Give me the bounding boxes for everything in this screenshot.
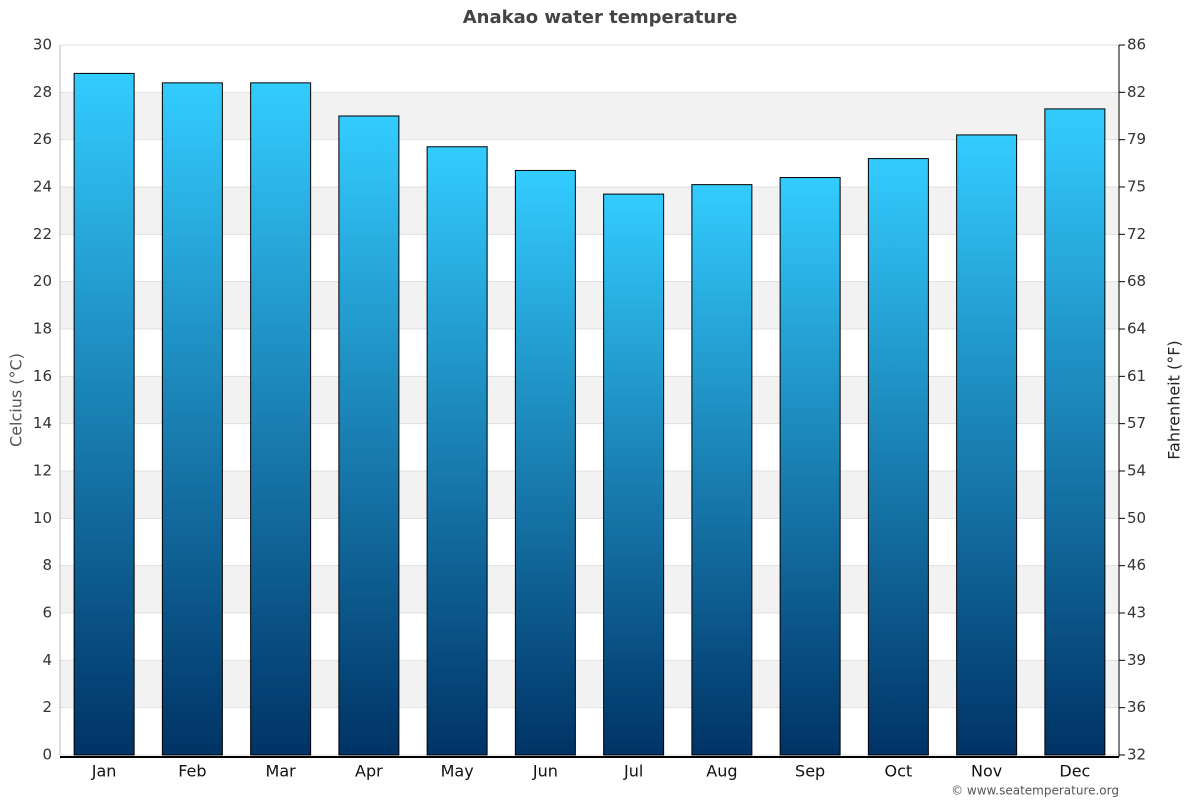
bar (426, 146, 488, 756)
y-tick-label: 10 (33, 509, 52, 527)
grid-band (60, 92, 1119, 140)
grid-band (60, 281, 1119, 329)
chart-title: Anakao water temperature (463, 7, 738, 28)
y-tick-label: 2 (42, 698, 52, 716)
x-tick-label: Oct (885, 762, 913, 781)
y-tick-label: 14 (33, 414, 52, 432)
y2-tick-label: 57 (1127, 414, 1146, 432)
x-tick-label: Jul (623, 762, 643, 781)
y-tick-label: 0 (42, 746, 52, 764)
y2-tick-label: 86 (1127, 36, 1146, 54)
x-tick-label: Feb (178, 762, 206, 781)
y-tick-label: 28 (33, 83, 52, 101)
x-tick-label: Apr (355, 762, 383, 781)
y-tick-label: 24 (33, 178, 52, 196)
x-tick-label: Jan (91, 762, 117, 781)
y-tick-label: 30 (33, 36, 52, 54)
bar (867, 158, 929, 756)
y-tick-label: 22 (33, 225, 52, 243)
grid-band (60, 660, 1119, 708)
bar (779, 177, 841, 756)
bar (338, 115, 400, 756)
bar (956, 134, 1018, 756)
y-tick-label: 6 (42, 604, 52, 622)
y-tick-label: 12 (33, 462, 52, 480)
y-tick-label: 4 (42, 651, 52, 669)
bar (603, 193, 665, 756)
y2-tick-label: 54 (1127, 462, 1146, 480)
x-tick-label: Dec (1059, 762, 1090, 781)
y-tick-label: 16 (33, 367, 52, 385)
y-tick-label: 18 (33, 320, 52, 338)
y-tick-label: 26 (33, 130, 52, 148)
y2-tick-label: 43 (1127, 604, 1146, 622)
y2-tick-label: 82 (1127, 83, 1146, 101)
y-axis-label: Celcius (°C) (7, 353, 26, 447)
x-tick-label: Mar (266, 762, 297, 781)
y2-tick-label: 79 (1127, 130, 1146, 148)
y2-tick-label: 68 (1127, 272, 1146, 290)
grid-band (60, 471, 1119, 519)
credit: © www.seatemperature.org (951, 784, 1119, 798)
y2-tick-label: 75 (1127, 178, 1146, 196)
bar (691, 184, 753, 756)
y2-tick-label: 46 (1127, 556, 1146, 574)
y2-tick-label: 39 (1127, 651, 1146, 669)
y2-tick-label: 36 (1127, 698, 1146, 716)
y2-tick-label: 32 (1127, 746, 1146, 764)
y2-tick-label: 50 (1127, 509, 1146, 527)
x-tick-label: Sep (795, 762, 825, 781)
y-tick-label: 20 (33, 272, 52, 290)
y2-tick-label: 72 (1127, 225, 1146, 243)
bar (73, 72, 135, 756)
grid-band (60, 376, 1119, 424)
x-tick-label: Jun (532, 762, 558, 781)
bar (250, 82, 312, 756)
grid-band (60, 187, 1119, 235)
y2-tick-label: 64 (1127, 320, 1146, 338)
y2-axis-label: Fahrenheit (°F) (1165, 340, 1184, 459)
x-tick-label: Aug (706, 762, 737, 781)
x-tick-label: May (441, 762, 474, 781)
x-tick-label: Nov (971, 762, 1002, 781)
bar (514, 169, 576, 756)
y-tick-label: 8 (42, 556, 52, 574)
bar (1044, 108, 1106, 756)
y2-tick-label: 61 (1127, 367, 1146, 385)
grid-band (60, 565, 1119, 613)
bar (161, 82, 223, 756)
background-layer (60, 44, 1119, 756)
